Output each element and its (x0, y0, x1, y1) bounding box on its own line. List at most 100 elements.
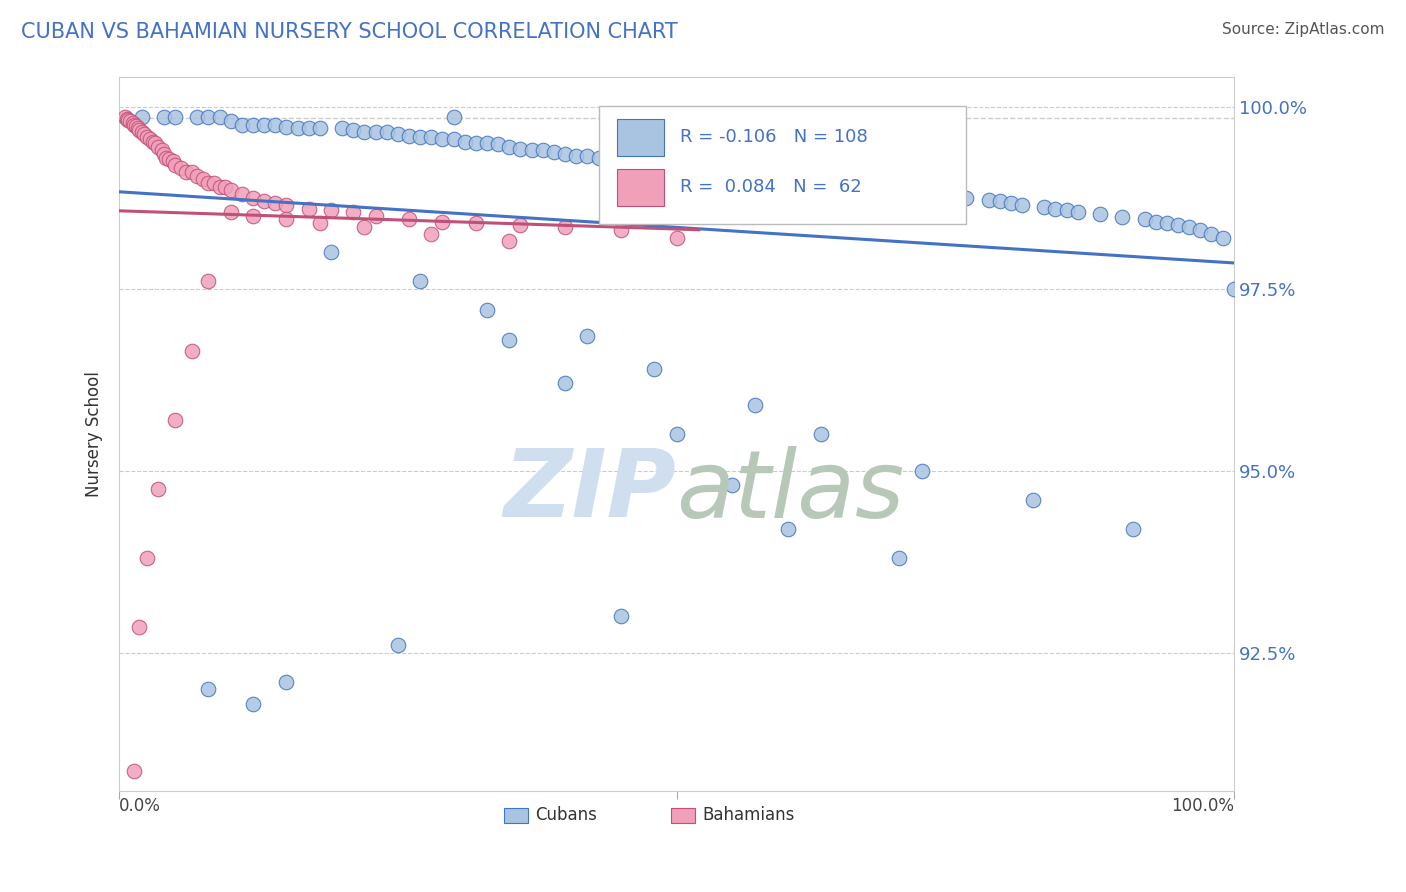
Point (643, 156, 665, 170)
Point (253, 118, 276, 132)
Point (1088, 207, 1111, 221)
Point (755, 169, 778, 183)
Point (148, 139, 170, 153)
Point (565, 149, 588, 163)
Point (214, 179, 236, 194)
Point (319, 202, 342, 217)
Point (733, 165, 755, 179)
Point (115, 112, 138, 126)
Point (242, 191, 264, 205)
Point (231, 118, 253, 132)
Point (298, 202, 321, 216)
Point (1022, 492, 1045, 507)
Point (197, 111, 219, 125)
Point (136, 130, 159, 145)
Point (631, 154, 654, 169)
Point (721, 478, 744, 492)
Point (911, 464, 934, 478)
Point (342, 123, 364, 137)
Point (219, 114, 242, 128)
Point (1167, 218, 1189, 232)
Point (688, 159, 710, 173)
Point (1000, 195, 1022, 210)
Point (889, 181, 911, 195)
Point (744, 167, 766, 181)
Point (276, 674, 298, 689)
Point (432, 214, 454, 228)
Y-axis label: Nursery School: Nursery School (86, 371, 103, 497)
Point (531, 143, 554, 157)
Point (242, 209, 264, 223)
Point (242, 697, 264, 711)
Point (721, 163, 744, 178)
Point (911, 183, 934, 197)
Point (162, 154, 184, 169)
Point (180, 165, 202, 179)
Point (122, 764, 145, 778)
Point (219, 205, 242, 219)
Point (219, 183, 242, 197)
Point (576, 329, 599, 343)
Point (554, 147, 576, 161)
Point (387, 639, 409, 653)
Point (1133, 212, 1156, 227)
Point (169, 161, 191, 176)
Point (131, 111, 153, 125)
Point (464, 136, 486, 150)
Point (509, 218, 531, 232)
Point (253, 194, 276, 209)
Point (844, 176, 866, 190)
Point (208, 111, 231, 125)
Point (353, 219, 375, 234)
Text: atlas: atlas (676, 446, 905, 537)
Point (231, 186, 253, 201)
Point (576, 149, 599, 163)
Point (117, 112, 139, 127)
Point (409, 274, 432, 288)
Point (454, 135, 477, 149)
Point (776, 522, 799, 536)
Point (264, 195, 287, 210)
Point (498, 333, 520, 347)
Point (127, 121, 149, 136)
FancyBboxPatch shape (503, 807, 529, 823)
Point (787, 172, 810, 186)
Point (766, 169, 789, 183)
FancyBboxPatch shape (617, 119, 664, 156)
Point (1045, 202, 1067, 216)
Point (364, 209, 387, 223)
Point (242, 118, 264, 132)
Point (889, 551, 911, 566)
Point (409, 130, 432, 145)
Text: 0.0%: 0.0% (120, 797, 162, 815)
Point (131, 125, 153, 139)
Point (1189, 223, 1212, 237)
Point (287, 121, 309, 136)
Point (420, 130, 443, 145)
Point (520, 143, 543, 157)
Point (1156, 216, 1178, 230)
Point (1122, 522, 1144, 536)
Point (610, 223, 633, 237)
Text: Source: ZipAtlas.com: Source: ZipAtlas.com (1222, 22, 1385, 37)
Point (943, 188, 966, 202)
Point (387, 127, 409, 141)
Point (398, 128, 420, 143)
Point (122, 118, 145, 132)
Point (932, 186, 955, 201)
Point (832, 176, 855, 190)
Point (159, 152, 181, 166)
Point (554, 376, 576, 391)
Point (699, 161, 721, 176)
Point (330, 121, 353, 136)
Point (197, 682, 219, 697)
Point (599, 151, 621, 165)
Point (486, 137, 509, 152)
Point (114, 111, 136, 125)
Point (776, 170, 799, 185)
Point (543, 145, 565, 159)
Point (475, 303, 498, 318)
Point (276, 120, 298, 134)
Point (264, 118, 287, 132)
Point (810, 174, 832, 188)
